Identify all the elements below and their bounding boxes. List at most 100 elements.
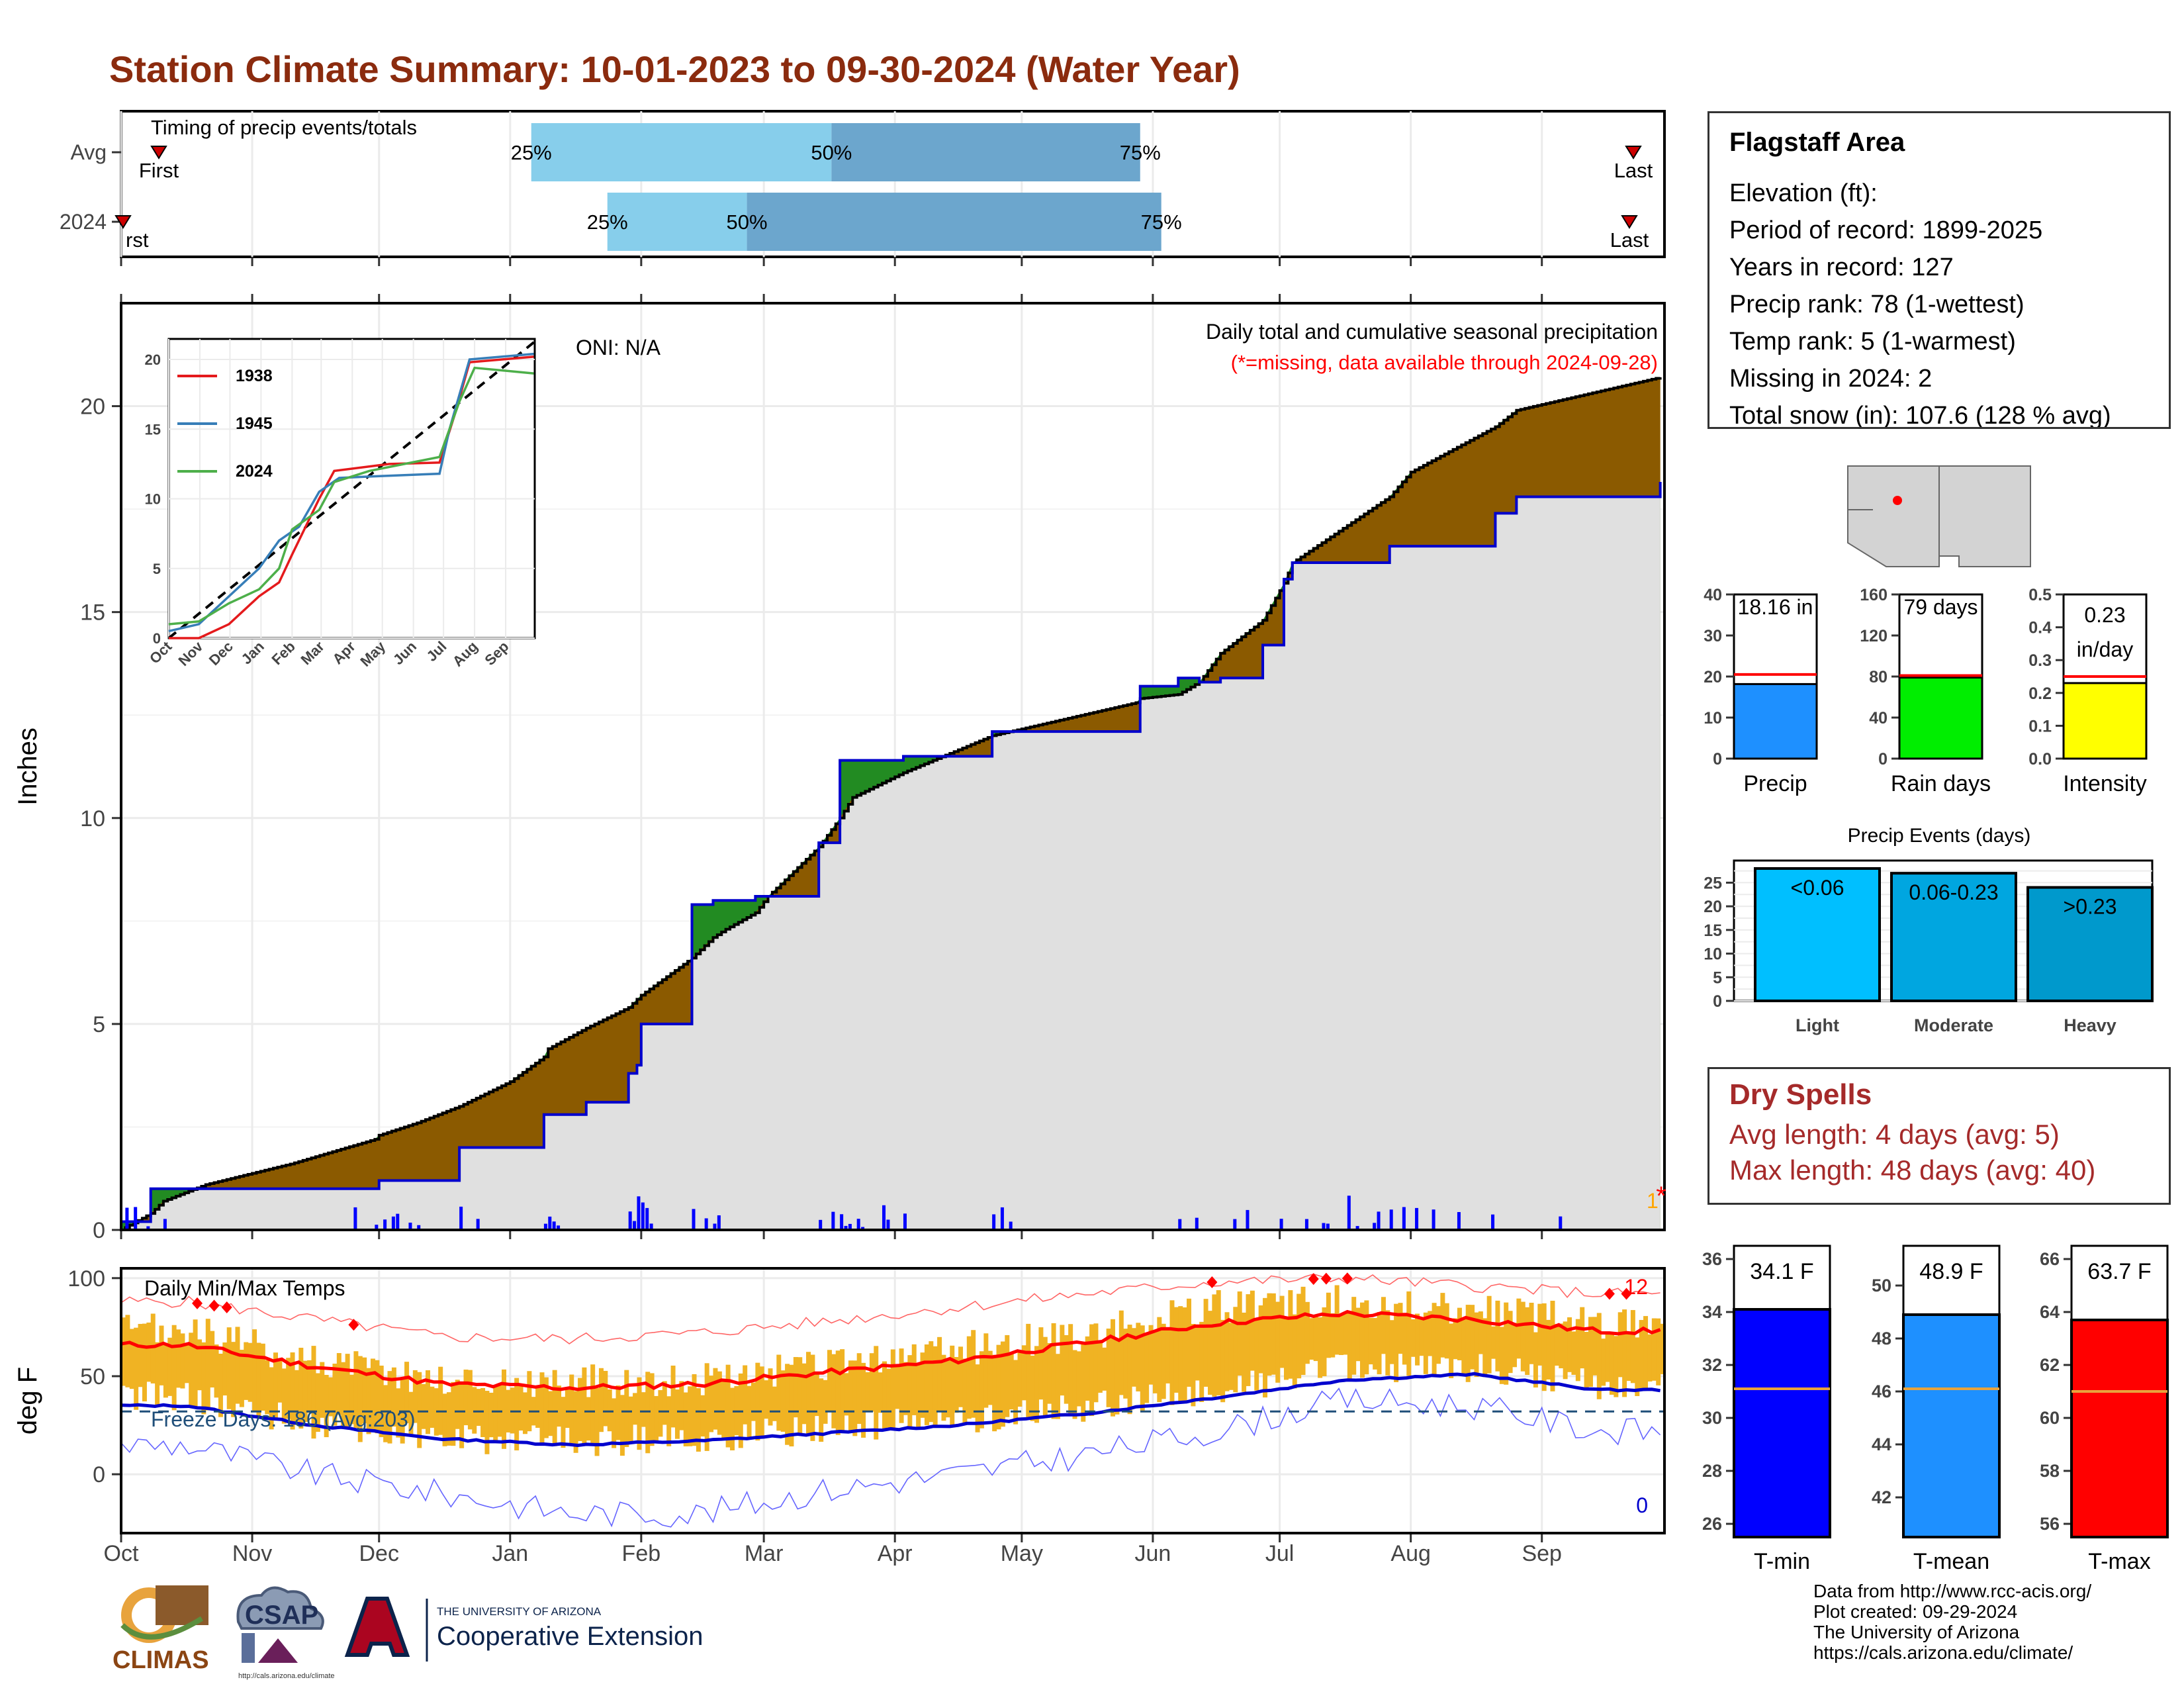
avg-cumulative-line [121,377,1662,1231]
daily-temp-bar [417,1372,422,1448]
daily-precip-bar [1326,1223,1330,1230]
daily-temp-bar [1161,1323,1166,1399]
temp-summary-tick-label: 30 [1702,1408,1722,1428]
ua-big-text: Cooperative Extension [437,1622,703,1651]
temp-summary-tick-label: 60 [2040,1408,2060,1428]
small-chart-tick-label: 0.3 [2028,651,2052,670]
daily-temp-bar [869,1353,874,1412]
daily-temp-bar [1347,1311,1352,1380]
daily-temp-bar [1402,1313,1407,1365]
daily-temp-bar [1093,1323,1099,1403]
record-high-marker [1308,1273,1319,1286]
daily-temp-bar [582,1367,587,1446]
daily-temp-bar [1364,1300,1369,1375]
event-bar-moderate [1890,872,2017,1002]
timing-bar-25-50 [531,123,832,181]
station-location-dot [1893,496,1902,505]
daily-temp-bar [1377,1312,1382,1375]
temp-summary-tick-label: 46 [1872,1382,1891,1401]
daily-precip-bar [134,1207,138,1230]
daily-temp-bar [806,1352,811,1435]
daily-temp-bar [353,1351,359,1429]
daily-temp-bar [1178,1306,1183,1402]
daily-temp-bar [1021,1345,1026,1401]
daily-temp-bar [641,1392,646,1427]
daily-temp-bar [1242,1312,1247,1392]
daily-temp-bar [281,1368,287,1424]
daily-temp-bar [476,1389,481,1426]
daily-temp-bar [1267,1293,1272,1376]
daily-temp-bar [789,1364,794,1447]
daily-temp-bar [349,1374,354,1425]
daily-temp-bar [1111,1319,1116,1417]
daily-temp-bar [637,1377,642,1450]
daily-temp-bar [1085,1336,1090,1401]
daily-temp-bar [848,1360,853,1433]
daily-temp-bar [1013,1360,1019,1425]
first-label-2024: rst [126,228,149,252]
last-marker-avg [1625,146,1642,160]
x-month-label: May [1001,1541,1043,1566]
daily-temp-bar [907,1355,913,1429]
daily-temp-bar [357,1356,363,1442]
daily-temp-bar [801,1363,807,1425]
daily-temp-bar [226,1327,232,1409]
daily-temp-bar [840,1349,845,1432]
event-bar-light [1754,867,1881,1002]
daily-temp-bar [1263,1297,1268,1398]
record-max-line [120,1273,1661,1344]
daily-precip-bar [645,1207,649,1230]
daily-temp-bar [1207,1311,1212,1395]
daily-precip-bar [848,1223,852,1230]
daily-precip-bar [146,1226,150,1230]
daily-temp-bar [265,1360,270,1415]
record-low-count: 0 [1636,1493,1648,1517]
daily-temp-bar [658,1389,663,1437]
small-chart-tick-label: 80 [1869,668,1888,686]
daily-temp-bar [1343,1313,1348,1355]
daily-temp-bar [328,1377,334,1417]
daily-temp-bar [214,1344,219,1398]
daily-temp-bar [1575,1319,1580,1382]
daily-temp-bar [539,1372,545,1444]
daily-temp-bar [996,1344,1001,1430]
daily-precip-bar [633,1221,637,1230]
daily-temp-bar [1258,1305,1263,1374]
daily-temp-bar [150,1313,156,1383]
daily-temp-bar [1055,1354,1060,1419]
daily-precip-bar [476,1219,480,1230]
info-elevation: Elevation (ft): [1729,179,1878,207]
precip-y-tick-label: 20 [80,395,105,420]
daily-temp-bar [1571,1331,1576,1375]
timing-label-25: 25% [587,211,628,234]
small-chart-tick-label: 0.5 [2028,586,2052,604]
new-mexico-shape [1938,465,2031,567]
daily-temp-bar [1486,1295,1492,1374]
precip-panel-subtitle: (*=missing, data available through 2024-… [1231,351,1658,374]
actual-cumulative-line [121,482,1662,1223]
avg-max-line [120,1309,1661,1391]
daily-temp-bar [1415,1313,1420,1366]
daily-precip-bar [1402,1207,1406,1230]
last-label-avg: Last [1614,159,1653,182]
record-high-marker [1621,1288,1632,1300]
events-tick-label: 0 [1713,992,1722,1011]
daily-temp-bar [552,1370,557,1446]
daily-temp-bar [1554,1323,1559,1366]
events-tick-label: 25 [1704,874,1722,892]
temp-summary-bar-t-min [1733,1308,1831,1538]
daily-temp-bar [1385,1310,1390,1376]
record-high-marker [348,1319,359,1331]
temp-summary-value-label: 34.1 F [1750,1259,1813,1284]
daily-temp-bar [603,1370,608,1427]
temp-summary-tick-label: 42 [1872,1487,1891,1507]
daily-temp-bar [1127,1325,1132,1415]
daily-temp-bar [565,1387,570,1429]
events-tick-label: 5 [1713,968,1722,987]
daily-temp-bar [666,1396,672,1446]
daily-temp-bar [455,1380,460,1429]
daily-temp-bar [527,1371,532,1432]
daily-temp-bar [1005,1335,1010,1417]
small-chart-name: Precip [1743,771,1807,796]
